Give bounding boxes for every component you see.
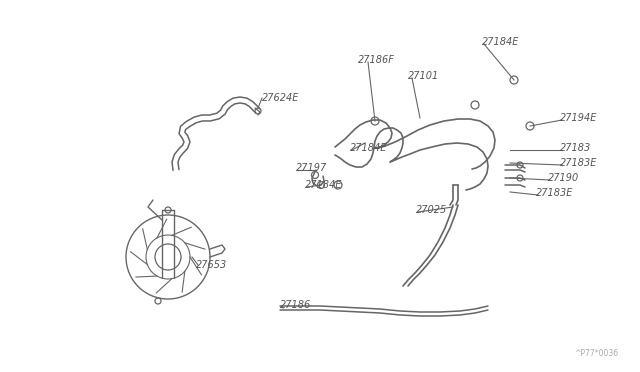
Text: 27183: 27183	[560, 143, 591, 153]
Text: ^P77*0036: ^P77*0036	[574, 349, 618, 358]
Text: 27624E: 27624E	[262, 93, 300, 103]
Text: 27025: 27025	[416, 205, 447, 215]
Text: 27197: 27197	[296, 163, 327, 173]
Text: 27184E: 27184E	[482, 37, 520, 47]
Text: 27186: 27186	[280, 300, 311, 310]
Text: 27183E: 27183E	[536, 188, 573, 198]
Text: 27194E: 27194E	[560, 113, 597, 123]
Text: 27653: 27653	[196, 260, 227, 270]
Text: 27184E: 27184E	[350, 143, 387, 153]
Text: 27190: 27190	[548, 173, 579, 183]
Text: 27101: 27101	[408, 71, 439, 81]
Text: 27184E: 27184E	[305, 180, 342, 190]
Text: 27183E: 27183E	[560, 158, 597, 168]
Text: 27186F: 27186F	[358, 55, 395, 65]
